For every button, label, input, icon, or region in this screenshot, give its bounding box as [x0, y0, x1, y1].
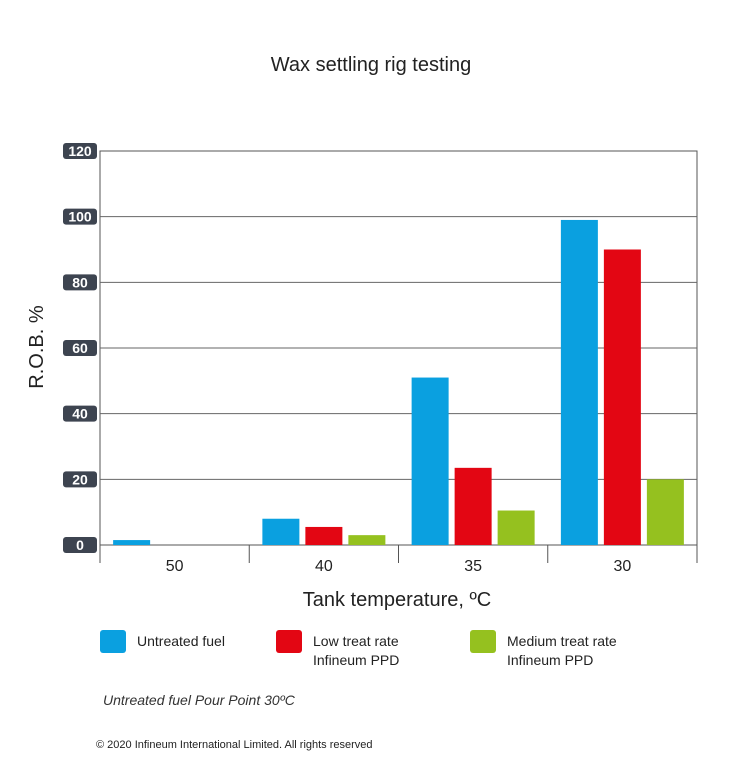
bar [454, 467, 492, 545]
y-tick-badge [63, 537, 97, 553]
bar [603, 249, 641, 545]
bar [560, 219, 598, 545]
bar [646, 479, 684, 545]
y-axis-label: R.O.B. % [26, 305, 48, 389]
x-tick-label: 30 [613, 558, 631, 575]
y-tick-badge [63, 340, 97, 356]
bar [411, 377, 449, 545]
legend-label: Untreated fuel [137, 633, 225, 649]
x-tick-label: 40 [315, 558, 333, 575]
legend-swatch [470, 630, 496, 653]
y-tick-label: 40 [72, 406, 88, 422]
legend-label: Low treat rate Infineum PPD [313, 633, 399, 668]
chart-title: Wax settling rig testing [271, 54, 471, 76]
y-tick-label: 80 [72, 274, 88, 290]
y-tick-badge [63, 208, 97, 225]
y-tick-badge [63, 405, 97, 422]
legend: Untreated fuel Low treat rate Infineum PPD… [100, 630, 617, 668]
legend-label: Medium treat rate Infineum PPD [507, 633, 617, 668]
x-tick-label: 50 [166, 558, 184, 575]
copyright-text: © 2020 Infineum International Limited. A… [96, 739, 373, 751]
legend-swatch [100, 630, 126, 653]
y-tick-badge [63, 143, 97, 159]
y-tick-label: 120 [68, 143, 92, 159]
legend-swatch [276, 630, 302, 653]
plot-area: 0 20 40 60 80 100 120 50 40 35 30 [63, 143, 698, 575]
pour-point-note: Untreated fuel Pour Point 30ºC [103, 692, 295, 708]
y-tick-label: 100 [68, 209, 92, 225]
bar [262, 518, 300, 545]
bar [305, 526, 343, 545]
bar [497, 510, 535, 545]
bar [348, 535, 386, 545]
x-axis-label: Tank temperature, ºC [303, 589, 492, 611]
bar [113, 540, 151, 545]
y-tick-label: 20 [72, 471, 88, 487]
y-tick-badge [63, 274, 97, 291]
y-tick-label: 60 [72, 340, 88, 356]
y-tick-badge [63, 471, 97, 488]
x-tick-label: 35 [464, 558, 482, 575]
y-tick-label: 0 [76, 537, 84, 553]
